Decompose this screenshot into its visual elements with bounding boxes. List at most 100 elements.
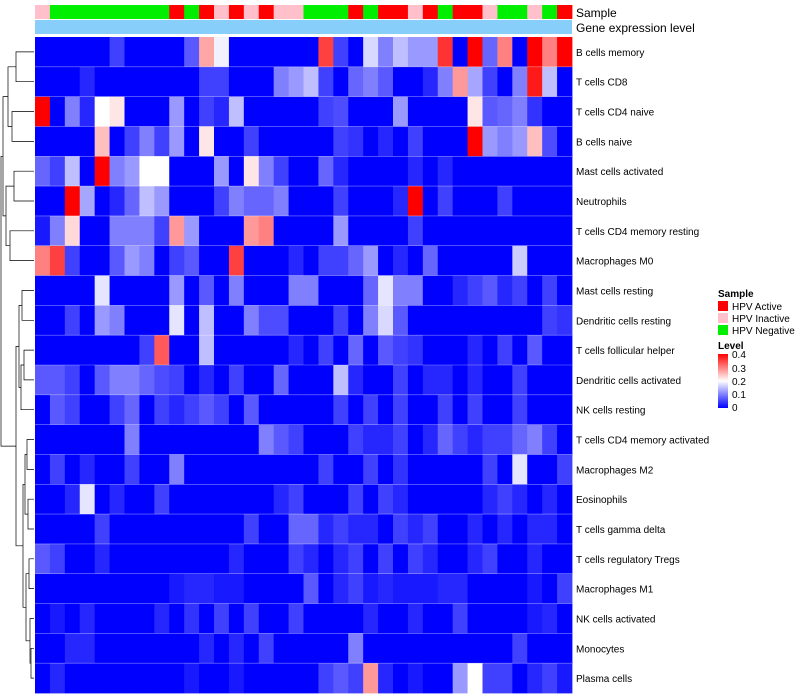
heatmap-cell — [467, 96, 483, 127]
heatmap-cell — [333, 156, 349, 187]
heatmap-cell — [109, 96, 125, 127]
heatmap-cell — [288, 305, 304, 336]
legend-label-hpv-active: HPV Active — [732, 302, 782, 313]
sample-annotation-cell — [318, 5, 334, 19]
heatmap-cell — [437, 454, 454, 485]
heatmap-cell — [228, 365, 245, 396]
heatmap-cell — [303, 275, 319, 306]
heatmap-cell — [273, 37, 289, 68]
heatmap-cell — [542, 96, 558, 127]
dendrogram-branch — [15, 51, 34, 83]
heatmap-cell — [318, 305, 334, 336]
heatmap-cell — [214, 215, 230, 247]
heatmap-cell — [482, 215, 498, 247]
heatmap-cell — [124, 96, 140, 127]
heatmap-cell — [497, 484, 513, 515]
heatmap-cell — [49, 454, 66, 485]
heatmap-cell — [303, 633, 319, 664]
heatmap-cell — [124, 603, 140, 634]
heatmap-cell — [139, 424, 155, 455]
heatmap-cell — [303, 514, 319, 545]
heatmap-cell — [228, 305, 245, 336]
heatmap-cell — [35, 335, 51, 366]
heatmap-cell — [348, 394, 364, 426]
heatmap-cell — [79, 663, 96, 694]
heatmap-cell — [348, 66, 364, 98]
heatmap-cell — [452, 514, 468, 545]
heatmap-cell — [527, 484, 543, 515]
heatmap-cell — [258, 394, 275, 426]
heatmap-cell — [422, 484, 439, 515]
heatmap-cell — [422, 603, 439, 634]
heatmap-cell — [542, 394, 558, 426]
heatmap-cell — [109, 424, 125, 455]
heatmap-cell — [318, 126, 334, 157]
heatmap-cell — [79, 633, 96, 664]
heatmap-cell — [139, 603, 155, 634]
heatmap-cell — [139, 365, 155, 396]
heatmap-cell — [437, 66, 454, 98]
heatmap-cell — [303, 245, 319, 276]
heatmap-cell — [527, 245, 543, 276]
sample-annotation-cell — [378, 5, 394, 19]
heatmap-cell — [139, 335, 155, 366]
heatmap-cell — [467, 186, 483, 217]
heatmap-cell — [467, 543, 483, 575]
heatmap-cell — [258, 663, 275, 694]
heatmap-cell — [243, 335, 260, 366]
heatmap-cell — [109, 335, 125, 366]
heatmap-cell — [303, 603, 319, 634]
legend: Sample HPV Active HPV Inactive HPV Negat… — [718, 289, 795, 414]
heatmap-cell — [64, 484, 81, 515]
heatmap-cell — [422, 186, 439, 217]
heatmap-cell — [273, 633, 289, 664]
dendrogram-branch — [2, 96, 8, 217]
heatmap-cell — [169, 394, 185, 426]
heatmap-cell — [422, 245, 439, 276]
heatmap-cell — [199, 186, 215, 217]
heatmap-cell — [79, 454, 96, 485]
heatmap-cell — [139, 543, 155, 575]
heatmap-cell — [109, 186, 125, 217]
heatmap-cell — [437, 514, 454, 545]
heatmap-cell — [557, 66, 573, 98]
level-tick-0.1: 0.1 — [732, 390, 746, 401]
row-label: Macrophages M2 — [576, 465, 654, 476]
heatmap-cell — [407, 37, 424, 68]
heatmap-cell — [318, 633, 334, 664]
heatmap-cell — [318, 484, 334, 515]
heatmap-cell — [467, 126, 483, 157]
heatmap-cell — [169, 335, 185, 366]
row-label: B cells naive — [576, 137, 633, 148]
heatmap-cell — [288, 454, 304, 485]
heatmap-cell — [124, 365, 140, 396]
heatmap-cell — [109, 305, 125, 336]
heatmap-cell — [452, 305, 468, 336]
heatmap-cell — [422, 573, 439, 604]
heatmap-cell — [452, 603, 468, 634]
heatmap-cell — [497, 543, 513, 575]
heatmap-cell — [422, 394, 439, 426]
heatmap-cell — [348, 245, 364, 276]
heatmap-cell — [258, 37, 275, 68]
heatmap-cell — [79, 424, 96, 455]
heatmap-cell — [393, 633, 409, 664]
heatmap-cell — [258, 484, 275, 515]
row-label: Neutrophils — [576, 197, 627, 208]
heatmap-cell — [363, 215, 379, 247]
heatmap-cell — [333, 573, 349, 604]
heatmap-cell — [49, 66, 66, 98]
row-label: T cells CD4 naive — [576, 108, 655, 119]
heatmap-cell — [422, 156, 439, 187]
heatmap-cell — [333, 126, 349, 157]
heatmap-cell — [214, 454, 230, 485]
heatmap-cell — [49, 215, 66, 247]
heatmap-cell — [452, 365, 468, 396]
heatmap-cell — [542, 275, 558, 306]
heatmap-cell — [243, 663, 260, 694]
heatmap-cell — [64, 424, 81, 455]
heatmap-cell — [169, 37, 185, 68]
heatmap-cell — [199, 663, 215, 694]
heatmap-cell — [124, 215, 140, 247]
heatmap-cell — [49, 335, 66, 366]
